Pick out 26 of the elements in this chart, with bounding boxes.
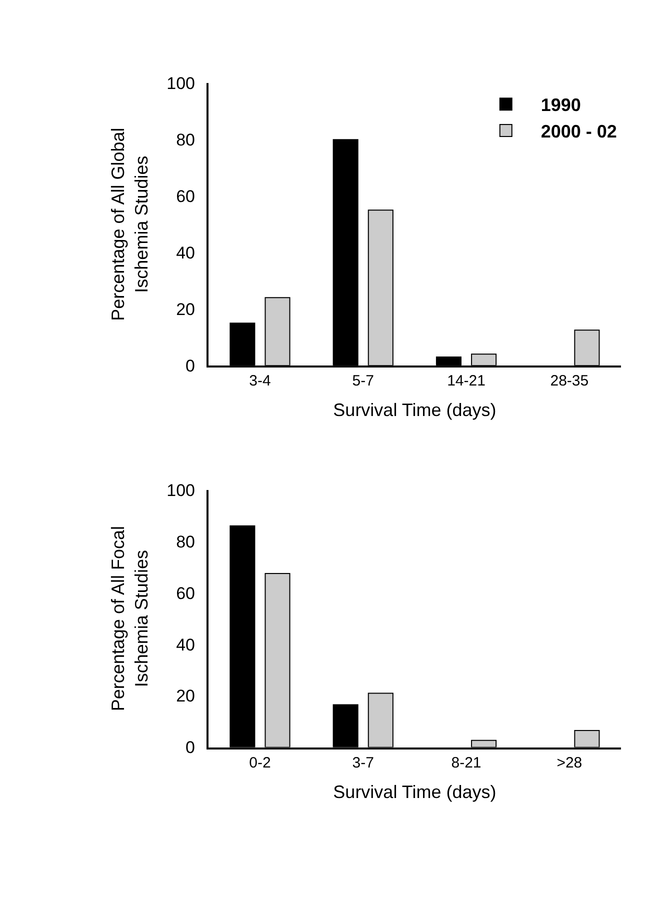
x-tick-label: 3-7: [352, 754, 374, 772]
y-tick-label: 100: [166, 74, 195, 94]
x-axis-title: Survival Time (days): [333, 782, 496, 802]
x-tick-label: 28-35: [550, 372, 589, 390]
y-tick-label: 40: [176, 243, 195, 262]
x-tick-label: 5-7: [352, 372, 374, 390]
y-tick-label: 40: [176, 635, 195, 654]
y-tick-label: 20: [176, 686, 195, 706]
x-tick-label: 0-2: [249, 754, 271, 772]
y-tick-label: 0: [186, 356, 195, 376]
x-tick-label: 3-4: [249, 372, 271, 390]
x-tick-label: 14-21: [447, 372, 486, 390]
y-tick-label: 80: [176, 532, 195, 552]
y-tick-label: 100: [166, 480, 195, 500]
legend-label: 2000 - 02: [540, 122, 617, 142]
y-tick-label: 0: [186, 738, 195, 758]
x-tick-label: 8-21: [451, 754, 482, 772]
y-tick-label: 20: [176, 300, 195, 319]
y-tick-label: 80: [176, 130, 195, 150]
y-axis-title: Percentage of All Global Ischemia Studies: [108, 128, 152, 321]
y-axis-title: Percentage of All Focal Ischemia Studies: [108, 526, 152, 712]
x-tick-label: >28: [556, 754, 582, 772]
y-tick-label: 60: [176, 187, 195, 206]
y-tick-label: 60: [176, 584, 195, 603]
x-axis-title: Survival Time (days): [333, 400, 496, 420]
legend-label: 1990: [540, 95, 581, 116]
